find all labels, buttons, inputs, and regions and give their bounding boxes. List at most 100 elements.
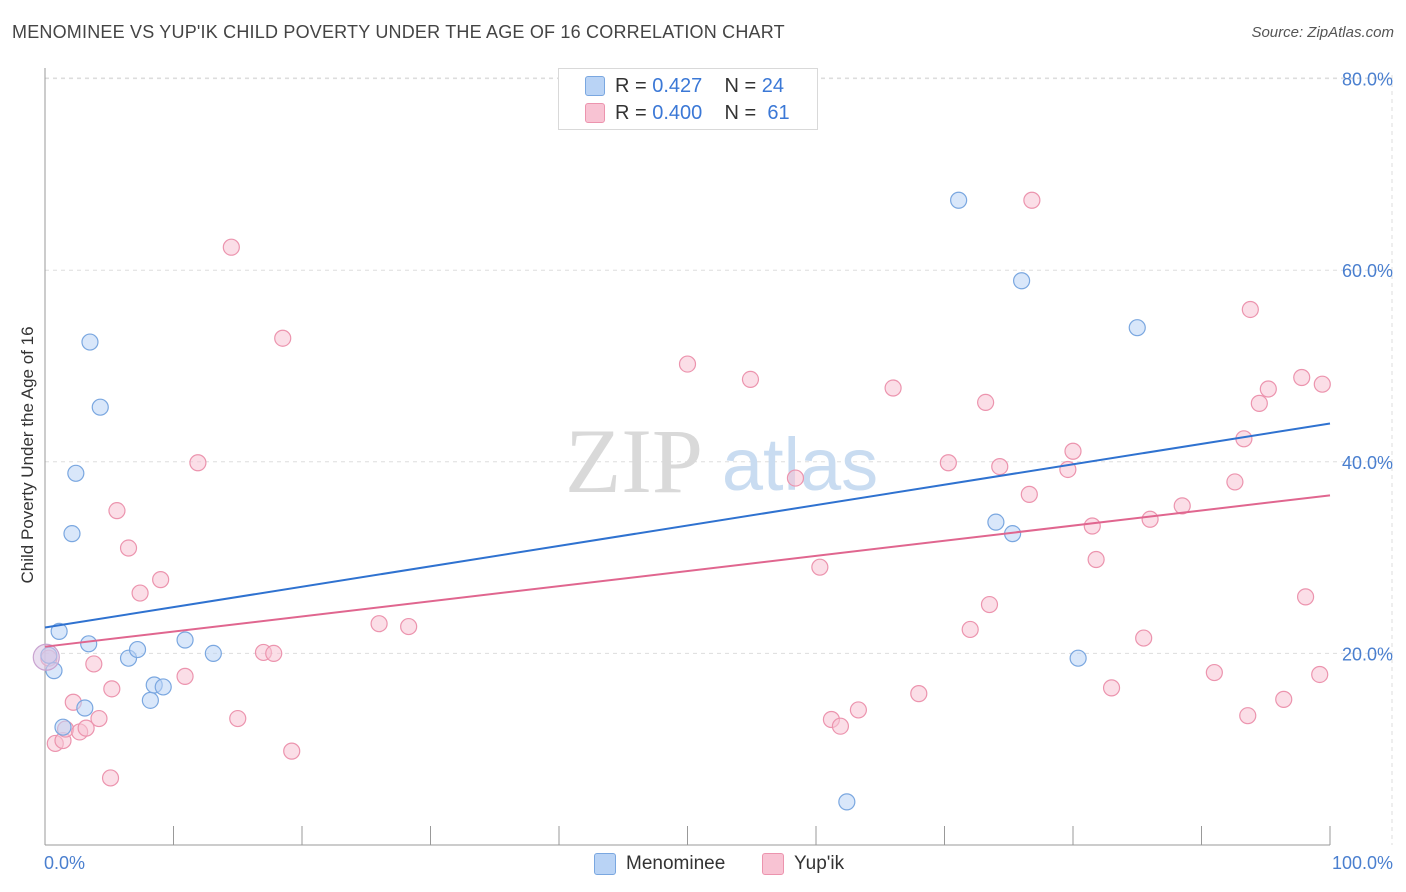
trend-layer — [44, 422, 1331, 648]
yupik-point — [884, 379, 902, 397]
points-layer — [32, 191, 1331, 811]
menominee-point — [1069, 649, 1087, 667]
menominee-point — [1012, 272, 1031, 290]
yupik-point — [152, 571, 170, 589]
yupik-point — [831, 717, 850, 735]
legend-label-yupik: Yup'ik — [794, 853, 845, 874]
yupik-point — [741, 370, 760, 389]
yupik-point — [229, 709, 247, 728]
legend-label-menominee: Menominee — [626, 853, 726, 874]
yupik-point — [274, 329, 292, 347]
yupik-point — [119, 539, 138, 557]
yupik-point — [939, 454, 957, 472]
n-value-yupik: 61 — [767, 102, 790, 124]
yupik-point — [678, 355, 697, 373]
menominee-point — [76, 699, 94, 717]
yupik-point — [101, 769, 120, 787]
overlap-point — [32, 643, 60, 671]
yupik-point — [1239, 707, 1257, 725]
correlation-legend: R = 0.427 N = 24 R = 0.400 N = 61 — [558, 68, 818, 130]
r-value-menominee: 0.427 — [652, 75, 703, 97]
yupik-point — [1293, 368, 1311, 387]
yupik-point — [1296, 588, 1315, 606]
yupik-point — [980, 595, 999, 614]
yupik-point — [1087, 550, 1105, 569]
menominee-point — [176, 631, 194, 649]
menominee-point — [950, 191, 968, 209]
r-label: R = — [615, 102, 647, 124]
menominee-trend-line — [44, 422, 1331, 629]
menominee-point — [154, 678, 172, 696]
menominee-point — [1128, 319, 1146, 337]
yupik-point — [131, 584, 149, 602]
y-tick-label: 60.0% — [1342, 261, 1393, 281]
yupik-point — [1259, 380, 1277, 398]
x-tick-label: 100.0% — [1332, 853, 1393, 873]
yupik-swatch — [585, 103, 605, 123]
yupik-point — [1311, 665, 1329, 684]
y-tick-label: 40.0% — [1342, 453, 1393, 473]
yupik-point — [1313, 375, 1331, 393]
source-label: Source: ZipAtlas.com — [1251, 24, 1394, 41]
watermark-atlas: atlas — [722, 423, 878, 506]
menominee-point — [81, 333, 99, 351]
yupik-point — [961, 620, 979, 639]
y-tick-label: 80.0% — [1342, 70, 1393, 90]
legend-yupik-stats: R = 0.400 N = 61 — [615, 101, 790, 125]
yupik-point — [849, 701, 868, 719]
menominee-point — [987, 513, 1005, 531]
yupik-point — [1020, 485, 1038, 503]
yupik-point — [977, 393, 995, 412]
legend-menominee-stats: R = 0.427 N = 24 — [615, 74, 784, 98]
yupik-point — [108, 502, 126, 520]
menominee-point — [54, 718, 72, 736]
yupik-point — [1135, 629, 1153, 647]
yupik-point — [1064, 442, 1082, 460]
yupik-point — [90, 709, 108, 728]
yupik-point — [910, 685, 928, 703]
yupik-point — [1241, 300, 1259, 319]
r-value-yupik: 0.400 — [652, 102, 703, 124]
menominee-legend-swatch — [594, 853, 616, 875]
grid-layer — [45, 75, 1393, 845]
n-label: N = — [724, 102, 757, 124]
yupik-point — [786, 469, 805, 487]
yupik-point — [85, 655, 103, 673]
axis-layer — [44, 68, 1331, 846]
r-label: R = — [615, 75, 647, 97]
yupik-point — [1275, 690, 1293, 708]
x-tick-label: 0.0% — [44, 853, 85, 873]
menominee-point — [128, 640, 147, 659]
menominee-point — [50, 622, 68, 640]
yupik-point — [265, 644, 283, 663]
yupik-point — [283, 742, 301, 760]
menominee-point — [91, 398, 109, 416]
menominee-point — [67, 464, 85, 482]
yupik-point — [811, 558, 829, 576]
yupik-point — [991, 457, 1009, 476]
yupik-point — [1250, 394, 1268, 412]
menominee-point — [141, 691, 159, 709]
yupik-point — [1102, 679, 1121, 697]
yupik-trend-line — [44, 494, 1331, 648]
yupik-point — [1141, 510, 1159, 528]
yupik-point — [176, 667, 194, 685]
watermark-zip: ZIP — [565, 410, 703, 512]
yupik-point — [370, 615, 388, 633]
label-layer: 20.0% 40.0% 60.0% 80.0% 0.0% 100.0% — [44, 70, 1393, 873]
y-tick-label: 20.0% — [1342, 644, 1393, 664]
chart-title: MENOMINEE VS YUP'IK CHILD POVERTY UNDER … — [12, 22, 785, 42]
yupik-point — [400, 617, 418, 636]
yupik-point — [77, 719, 95, 737]
yupik-point — [1083, 517, 1101, 535]
menominee-point — [80, 635, 98, 653]
yupik-point — [1023, 191, 1041, 209]
menominee-swatch — [585, 76, 605, 96]
yupik-point — [1205, 663, 1223, 682]
yupik-point — [189, 454, 207, 472]
menominee-point — [204, 644, 222, 663]
menominee-point — [838, 793, 856, 811]
yupik-point — [103, 680, 121, 698]
n-label: N = — [724, 75, 757, 97]
